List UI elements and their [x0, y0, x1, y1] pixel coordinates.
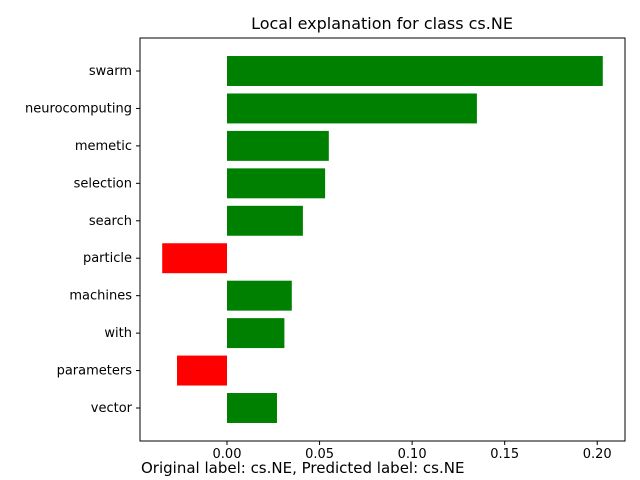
bar-selection — [227, 168, 326, 199]
y-tick-label: neurocomputing — [25, 101, 132, 116]
bar-neurocomputing — [227, 93, 477, 124]
x-tick-label: 0.15 — [490, 447, 519, 462]
x-tick-label: 0.20 — [583, 447, 612, 462]
bar-swarm — [227, 56, 603, 86]
x-axis-ticks: 0.00 0.05 0.10 0.15 0.20 — [213, 441, 612, 462]
y-tick-label: machines — [69, 289, 132, 304]
bar-particle — [162, 243, 228, 274]
y-tick-label: particle — [83, 251, 132, 266]
x-tick-label: 0.10 — [398, 447, 427, 462]
x-tick-label: 0.05 — [305, 447, 334, 462]
y-tick-label: swarm — [89, 64, 132, 79]
label-caption: Original label: cs.NE, Predicted label: … — [141, 459, 465, 477]
bar-vector — [227, 393, 277, 423]
y-tick-label: with — [104, 326, 132, 341]
y-tick-label: search — [89, 214, 132, 229]
y-tick-label: selection — [74, 176, 132, 191]
bar-memetic — [227, 130, 329, 161]
y-tick-label: parameters — [57, 364, 133, 379]
bar-parameters — [177, 355, 228, 386]
chart-title: Local explanation for class cs.NE — [251, 14, 513, 33]
y-tick-label: vector — [91, 401, 133, 416]
plot-frame — [139, 37, 626, 442]
bars-group — [162, 56, 603, 423]
y-axis-ticks: swarm neurocomputing memetic selection searc… — [25, 64, 140, 416]
y-tick-label: memetic — [75, 139, 132, 154]
bar-search — [227, 205, 303, 236]
bar-with — [227, 318, 285, 349]
x-tick-label: 0.00 — [213, 447, 242, 462]
bar-machines — [227, 280, 292, 311]
